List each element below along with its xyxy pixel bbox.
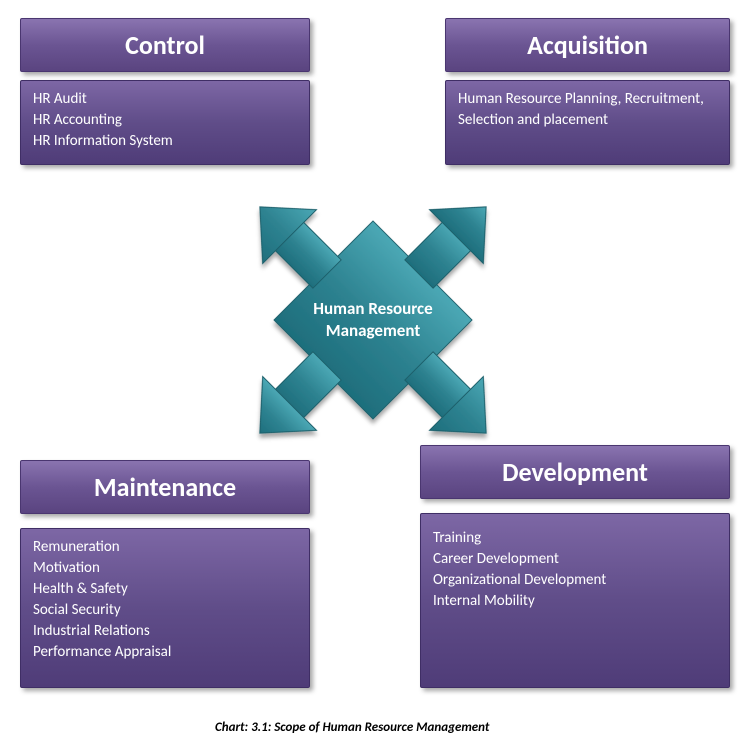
center-hub-label: Human Resource Management <box>298 290 448 350</box>
chart-caption: Chart: 3.1: Scope of Human Resource Mana… <box>215 720 489 735</box>
hub-arrows-svg <box>0 0 745 755</box>
